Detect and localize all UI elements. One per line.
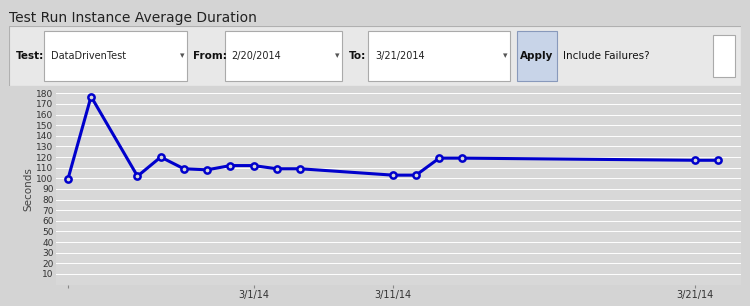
- Text: ▾: ▾: [179, 51, 184, 60]
- Text: Include Failures?: Include Failures?: [563, 51, 650, 61]
- Text: 2/20/2014: 2/20/2014: [231, 51, 280, 61]
- Text: Test Run Instance Average Duration: Test Run Instance Average Duration: [9, 11, 256, 25]
- FancyBboxPatch shape: [517, 31, 556, 81]
- Text: Apply: Apply: [520, 51, 554, 61]
- Text: ▾: ▾: [503, 51, 508, 60]
- Y-axis label: Seconds: Seconds: [23, 167, 34, 211]
- Text: ▾: ▾: [334, 51, 339, 60]
- Text: 3/21/2014: 3/21/2014: [375, 51, 424, 61]
- FancyBboxPatch shape: [368, 31, 511, 81]
- Text: Test:: Test:: [16, 51, 44, 61]
- FancyBboxPatch shape: [713, 35, 735, 77]
- FancyBboxPatch shape: [9, 26, 741, 86]
- Text: From:: From:: [194, 51, 227, 61]
- Text: To:: To:: [349, 51, 366, 61]
- FancyBboxPatch shape: [44, 31, 187, 81]
- Text: DataDrivenTest: DataDrivenTest: [52, 51, 127, 61]
- FancyBboxPatch shape: [225, 31, 342, 81]
